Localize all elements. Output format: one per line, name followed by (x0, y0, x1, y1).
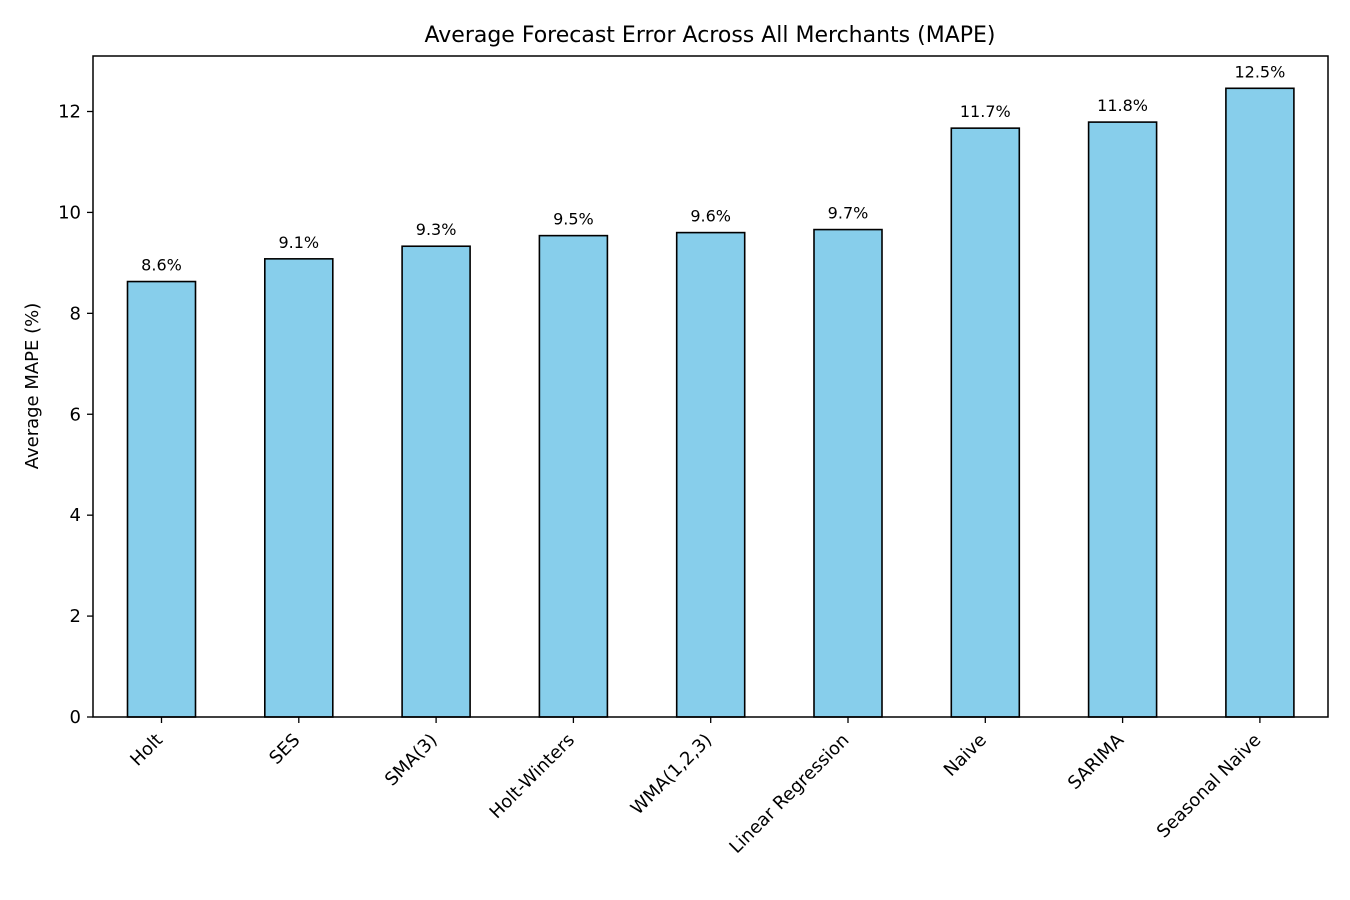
y-tick-label: 8 (70, 303, 81, 324)
bar (1225, 87, 1295, 718)
x-tick-label: Linear Regression (725, 730, 853, 858)
x-tick-label: Seasonal Naive (1153, 730, 1266, 843)
data-label: 9.6% (690, 207, 731, 226)
y-tick-label: 12 (58, 102, 81, 123)
bar (538, 234, 609, 718)
y-axis-label: Average MAPE (%) (22, 303, 43, 470)
x-tick-label: Naive (940, 730, 991, 781)
x-axis: Holt SES SMA(3) Holt-Winters WMA(1,2,3) Linea… (126, 717, 1265, 858)
y-axis: 0 2 4 6 8 10 12 (58, 102, 93, 728)
data-label: 11.7% (960, 102, 1011, 121)
bar (126, 280, 197, 718)
bar (263, 258, 334, 718)
plot-frame (92, 55, 1329, 718)
bar (1087, 121, 1158, 718)
data-label: 9.7% (828, 204, 869, 223)
bar (401, 245, 471, 718)
data-label: 8.6% (141, 256, 182, 275)
bar (675, 231, 746, 718)
data-label: 9.5% (553, 210, 594, 229)
data-label: 11.8% (1097, 96, 1148, 115)
x-tick-label: SES (265, 730, 304, 769)
x-tick-label: SARIMA (1064, 729, 1129, 794)
chart-title: Average Forecast Error Across All Mercha… (425, 23, 996, 48)
y-tick-label: 6 (70, 404, 81, 425)
x-tick-label: SMA(3) (381, 730, 442, 791)
data-label: 9.3% (416, 220, 457, 239)
x-tick-label: Holt (126, 730, 167, 771)
data-label: 12.5% (1234, 62, 1285, 81)
bar (813, 228, 883, 718)
x-tick-label: WMA(1,2,3) (627, 730, 716, 819)
y-tick-label: 2 (70, 606, 81, 627)
y-tick-label: 4 (70, 505, 81, 526)
bars-group: 8.6% 9.1% 9.3% 9.5% 9.6% 9.7% 11.7% 11.8% 12.5% (126, 62, 1295, 718)
bar (950, 127, 1021, 718)
y-tick-label: 0 (70, 707, 81, 728)
y-tick-label: 10 (58, 202, 81, 223)
x-tick-label: Holt-Winters (486, 730, 579, 823)
data-label: 9.1% (278, 233, 319, 252)
